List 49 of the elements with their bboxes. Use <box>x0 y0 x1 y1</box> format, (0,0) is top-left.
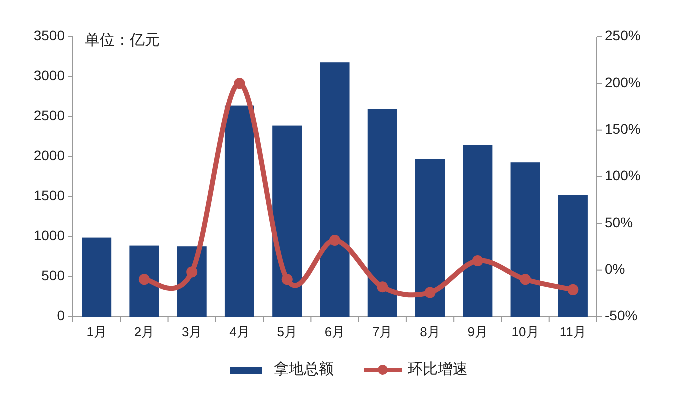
point <box>186 266 198 278</box>
x-tick-label: 2月 <box>134 324 155 340</box>
legend-label: 环比增速 <box>408 360 468 378</box>
bar <box>416 159 446 317</box>
point <box>568 284 579 296</box>
bar <box>368 109 398 317</box>
x-tick-label: 6月 <box>324 324 346 340</box>
x-tick-label: 11月 <box>560 324 586 340</box>
x-tick-label: 9月 <box>468 324 488 340</box>
y2-tick-label: 100% <box>605 168 641 184</box>
y-tick-label: 3000 <box>34 68 66 84</box>
y2-tick-label: -50% <box>605 308 638 324</box>
annotation: 单位：亿元 <box>85 32 160 49</box>
point <box>424 287 436 298</box>
y-tick-label: 2500 <box>34 108 66 124</box>
point <box>282 274 293 286</box>
bar <box>272 126 302 317</box>
point <box>330 234 340 246</box>
bar <box>558 195 588 317</box>
y-tick-label: 2000 <box>34 148 66 164</box>
y2-tick-label: 0% <box>605 261 626 278</box>
bar <box>463 145 493 317</box>
x-tick-label: 10月 <box>512 324 540 340</box>
point <box>138 274 150 286</box>
bar <box>224 106 254 317</box>
y-tick-label: 1500 <box>34 188 66 204</box>
y2-tick-label: 250% <box>605 28 641 44</box>
y2-tick-label: 50% <box>605 214 634 230</box>
y-tick-label: 1000 <box>34 228 66 244</box>
point <box>520 274 532 286</box>
y2-tick-label: 200% <box>605 74 641 90</box>
point <box>234 78 246 90</box>
y-tick-label: 3500 <box>34 28 66 44</box>
x-tick-label: 5月 <box>277 324 298 340</box>
y-tick-label: 500 <box>42 268 66 284</box>
point <box>377 282 388 293</box>
x-tick-label: 8月 <box>420 324 440 340</box>
point <box>472 256 484 266</box>
x-tick-label: 3月 <box>182 324 202 340</box>
bar <box>82 238 112 317</box>
y2-tick-label: 150% <box>605 121 641 138</box>
x-tick-label: 1月 <box>86 324 107 340</box>
x-tick-label: 7月 <box>372 324 393 340</box>
bar <box>510 162 540 317</box>
bar <box>130 246 160 317</box>
legend-label: 拿地总额 <box>274 360 334 378</box>
x-tick-label: 4月 <box>230 324 250 340</box>
bar <box>320 62 350 317</box>
y-tick-label: 0 <box>57 308 66 324</box>
